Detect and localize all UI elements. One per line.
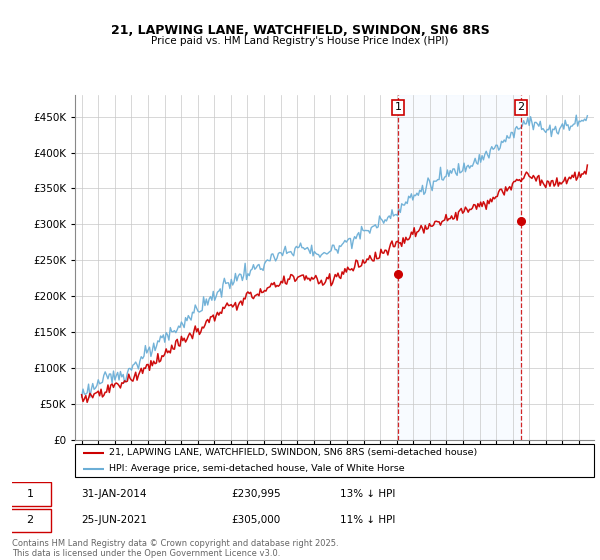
Text: Price paid vs. HM Land Registry's House Price Index (HPI): Price paid vs. HM Land Registry's House …: [151, 36, 449, 46]
Text: 2: 2: [517, 102, 524, 113]
Text: 25-JUN-2021: 25-JUN-2021: [81, 515, 147, 525]
Text: 11% ↓ HPI: 11% ↓ HPI: [340, 515, 395, 525]
Text: 21, LAPWING LANE, WATCHFIELD, SWINDON, SN6 8RS: 21, LAPWING LANE, WATCHFIELD, SWINDON, S…: [110, 24, 490, 36]
Text: £230,995: £230,995: [231, 489, 281, 499]
Text: £305,000: £305,000: [231, 515, 280, 525]
Text: 13% ↓ HPI: 13% ↓ HPI: [340, 489, 395, 499]
FancyBboxPatch shape: [9, 482, 50, 506]
Text: 21, LAPWING LANE, WATCHFIELD, SWINDON, SN6 8RS (semi-detached house): 21, LAPWING LANE, WATCHFIELD, SWINDON, S…: [109, 448, 477, 457]
Text: HPI: Average price, semi-detached house, Vale of White Horse: HPI: Average price, semi-detached house,…: [109, 464, 404, 473]
Text: 2: 2: [26, 515, 34, 525]
Text: 1: 1: [26, 489, 34, 499]
Text: 1: 1: [395, 102, 401, 113]
Text: Contains HM Land Registry data © Crown copyright and database right 2025.
This d: Contains HM Land Registry data © Crown c…: [12, 539, 338, 558]
FancyBboxPatch shape: [9, 508, 50, 532]
Text: 31-JAN-2014: 31-JAN-2014: [81, 489, 146, 499]
Bar: [398, 95, 521, 440]
